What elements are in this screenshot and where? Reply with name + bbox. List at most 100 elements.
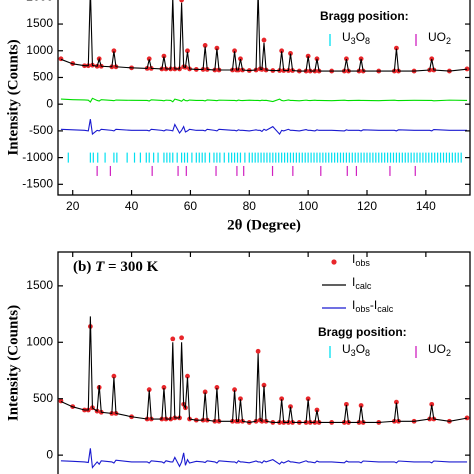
legend-label-part: 8 [365,348,370,358]
y-tick-label: 0 [46,447,53,461]
x-tick-label: 140 [416,199,436,213]
obs-point [279,48,285,54]
obs-point [394,45,399,51]
obs-point [179,335,185,341]
legend-label-part: I [352,275,355,289]
legend-label-part: -I [370,298,377,312]
obs-point [179,0,184,3]
obs-point [185,373,190,379]
obs-point [288,51,293,56]
panel-title: (b) T = 300 K [73,259,159,275]
y-tick-label: 1500 [26,278,53,292]
legend-label-part: UO [428,30,446,44]
legend-label: UO2 [428,342,451,358]
y-tick-label: 1500 [26,16,53,30]
legend-label-part: obs [355,258,370,268]
obs-point [429,401,435,407]
obs-point [358,56,364,62]
plot-frame [57,0,471,196]
x-tick-label: 100 [298,199,318,213]
obs-point [111,373,117,379]
x-tick-label: 120 [357,199,377,213]
obs-point [358,403,364,408]
legend-heading: Bragg position: [320,9,409,23]
series-line [60,448,468,469]
plot-frame [57,251,471,474]
y-axis-label: Intensity (Counts) [5,305,21,421]
legend-label: Iobs-Icalc [352,298,394,314]
obs-point [146,387,152,393]
obs-point [202,389,208,395]
legend-label-part: calc [355,281,372,291]
legend-label-part: 2 [446,36,451,46]
legend-label-part: O [356,30,365,44]
obs-point [255,348,261,354]
y-tick-label: 1000 [26,43,53,57]
obs-point [261,382,267,388]
series-line [60,97,468,103]
obs-point [214,385,220,390]
plot-area [58,0,470,176]
y-tick-label: 2000 [26,0,53,4]
obs-point [161,53,167,59]
obs-point [344,56,349,62]
legend-marker [331,259,337,265]
obs-point [305,53,311,59]
legend-label: U3O8 [342,30,370,46]
legend-label-part: 3 [351,348,356,358]
y-tick-label: 500 [33,70,53,84]
legend-label: UO2 [428,30,451,46]
legend-label-part: calc [377,304,394,314]
y-tick-label: -500 [29,123,53,137]
obs-point [394,399,399,405]
obs-point [232,387,237,393]
obs-point [238,56,243,62]
panel-title-part: (b) [73,259,95,275]
obs-point [111,48,117,54]
obs-point [202,43,208,48]
y-tick-label: -1000 [22,150,53,164]
legend-label-part: 8 [365,36,370,46]
obs-point [238,396,243,402]
series-line [60,316,468,423]
legend-label: U3O8 [342,342,370,358]
legend-label-part: UO [428,342,446,356]
legend-label-part: I [352,298,355,312]
plot-area [58,316,470,469]
obs-point [314,407,320,413]
y-axis-label: Intensity (Counts) [5,39,21,155]
legend-label-part: 2 [446,348,451,358]
y-tick-label: -1500 [22,176,53,190]
x-tick-label: 60 [184,199,198,213]
obs-point [170,336,176,342]
obs-point [344,401,349,407]
y-tick-label: 500 [33,391,53,405]
x-axis-label: 2θ (Degree) [227,217,301,233]
panel-title-part: = 300 K [104,259,158,275]
obs-point [146,56,152,62]
x-tick-label: 40 [125,199,139,213]
legend-label-part: obs [355,304,370,314]
legend-label-part: 3 [351,36,356,46]
legend-heading: Bragg position: [318,325,407,339]
obs-point [232,48,237,54]
y-tick-label: 0 [46,96,53,110]
obs-point [429,56,435,62]
legend-label: Icalc [352,275,372,291]
obs-point [261,37,267,43]
legend-label-part: O [356,342,365,356]
legend-label-part: U [342,30,351,44]
x-tick-label: 80 [243,199,257,213]
obs-point [314,56,320,62]
legend-label-part: I [352,252,355,266]
obs-point [305,396,311,402]
obs-point [185,48,190,54]
obs-point [464,66,470,72]
obs-point [161,385,167,390]
legend-label: Iobs [352,252,370,268]
obs-point [464,415,470,421]
x-tick-label: 20 [66,199,80,213]
series-line [60,119,468,136]
obs-point [279,396,285,402]
